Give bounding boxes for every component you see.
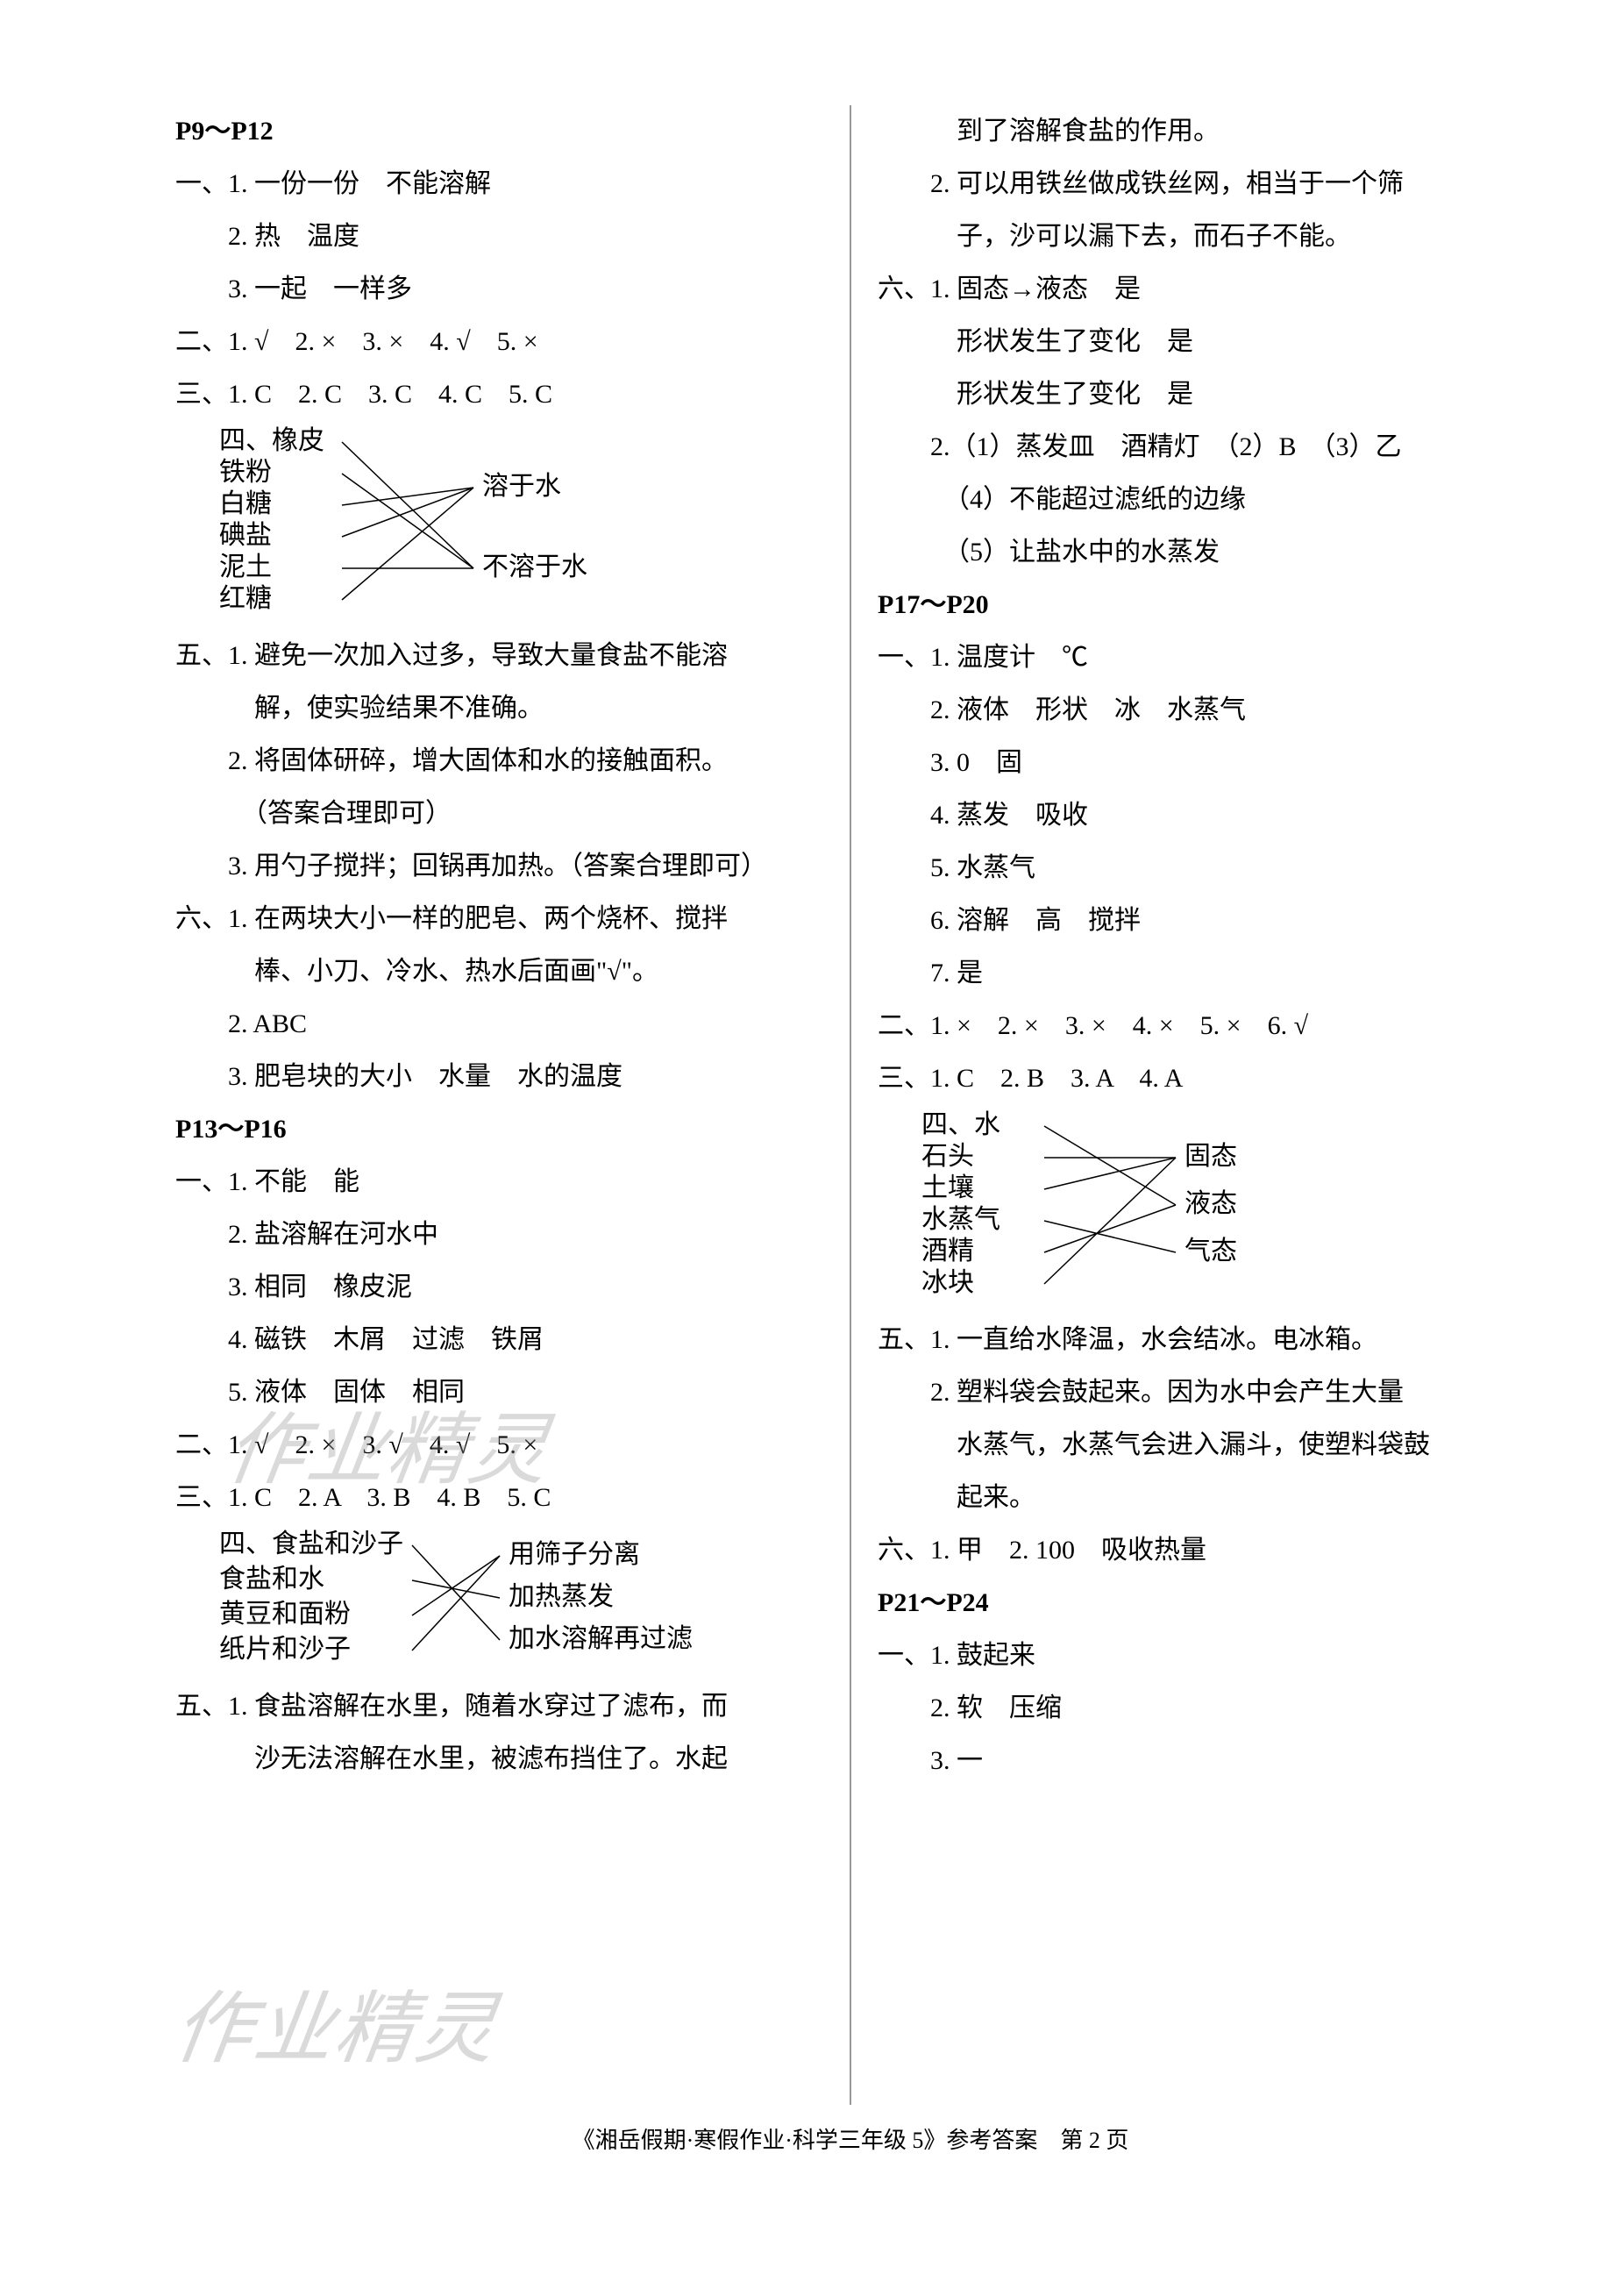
- answer-line: 2.（1）蒸发皿 酒精灯 （2）B （3）乙: [878, 421, 1526, 474]
- answer-line: 二、1. × 2. × 3. × 4. × 5. × 6. √: [878, 1000, 1526, 1052]
- answer-line: 6. 溶解 高 搅拌: [878, 895, 1526, 947]
- answer-line: 2. 盐溶解在河水中: [175, 1209, 823, 1261]
- section-heading: P21～P24: [878, 1577, 1526, 1629]
- svg-text:泥土: 泥土: [219, 553, 272, 581]
- svg-text:四、食盐和沙子: 四、食盐和沙子: [219, 1529, 403, 1558]
- svg-text:四、水: 四、水: [921, 1110, 1000, 1139]
- svg-text:加水溶解再过滤: 加水溶解再过滤: [509, 1624, 693, 1653]
- answer-line: 解，使实验结果不准确。: [175, 682, 823, 735]
- answer-line: （4）不能超过滤纸的边缘: [878, 474, 1526, 526]
- answer-line: 起来。: [878, 1472, 1526, 1524]
- svg-text:黄豆和面粉: 黄豆和面粉: [219, 1600, 351, 1629]
- svg-text:铁粉: 铁粉: [219, 458, 272, 487]
- answer-line: 六、1. 固态→液态 是: [878, 263, 1526, 316]
- right-column: 到了溶解食盐的作用。 2. 可以用铁丝做成铁丝网，相当于一个筛 子，沙可以漏下去…: [878, 105, 1526, 2105]
- answer-line: 三、1. C 2. C 3. C 4. C 5. C: [175, 368, 823, 421]
- matching-diagram-1: 四、橡皮铁粉白糖碘盐泥土红糖 溶于水不溶于水: [210, 424, 649, 626]
- left-column: P9～P12 一、1. 一份一份 不能溶解 2. 热 温度 3. 一起 一样多 …: [175, 105, 823, 2105]
- answer-line: 六、1. 甲 2. 100 吸收热量: [878, 1524, 1526, 1577]
- svg-text:用筛子分离: 用筛子分离: [509, 1540, 640, 1569]
- answer-line: 水蒸气，水蒸气会进入漏斗，使塑料袋鼓: [878, 1419, 1526, 1472]
- svg-text:溶于水: 溶于水: [482, 472, 561, 501]
- page-footer: 《湘岳假期·寒假作业·科学三年级 5》参考答案 第 2 页: [175, 2122, 1526, 2155]
- answer-line: 7. 是: [878, 947, 1526, 1000]
- answer-line: 一、1. 鼓起来: [878, 1629, 1526, 1682]
- answer-line: 棒、小刀、冷水、热水后面画"√"。: [175, 945, 823, 998]
- answer-line: 一、1. 一份一份 不能溶解: [175, 158, 823, 210]
- answer-line: 2. 热 温度: [175, 210, 823, 263]
- svg-text:气态: 气态: [1184, 1237, 1237, 1266]
- answer-line: 三、1. C 2. A 3. B 4. B 5. C: [175, 1472, 823, 1524]
- svg-text:不溶于水: 不溶于水: [482, 553, 587, 581]
- answer-line: 到了溶解食盐的作用。: [878, 105, 1526, 158]
- answer-line: 三、1. C 2. B 3. A 4. A: [878, 1052, 1526, 1105]
- svg-text:石头: 石头: [921, 1142, 974, 1171]
- answer-line: 3. 0 固: [878, 737, 1526, 789]
- answer-line: 5. 液体 固体 相同: [175, 1366, 823, 1419]
- svg-text:冰块: 冰块: [921, 1268, 974, 1297]
- page: P9～P12 一、1. 一份一份 不能溶解 2. 热 温度 3. 一起 一样多 …: [0, 0, 1622, 2296]
- answer-line: 五、1. 避免一次加入过多，导致大量食盐不能溶: [175, 630, 823, 682]
- svg-text:白糖: 白糖: [219, 489, 272, 518]
- answer-line: 5. 水蒸气: [878, 842, 1526, 895]
- section-heading: P17～P20: [878, 579, 1526, 631]
- two-column-layout: P9～P12 一、1. 一份一份 不能溶解 2. 热 温度 3. 一起 一样多 …: [175, 105, 1526, 2105]
- answer-line: 3. 一起 一样多: [175, 263, 823, 316]
- svg-text:土壤: 土壤: [921, 1173, 974, 1202]
- answer-line: 一、1. 温度计 ℃: [878, 631, 1526, 684]
- answer-line: 4. 蒸发 吸收: [878, 789, 1526, 842]
- svg-text:加热蒸发: 加热蒸发: [509, 1582, 614, 1611]
- svg-text:纸片和沙子: 纸片和沙子: [219, 1635, 351, 1664]
- svg-text:四、橡皮: 四、橡皮: [219, 426, 324, 455]
- answer-line: 二、1. √ 2. × 3. × 4. √ 5. ×: [175, 316, 823, 368]
- matching-diagram-3: 四、水石头土壤水蒸气酒精冰块 固态液态气态: [913, 1109, 1351, 1310]
- answer-line: 2. ABC: [175, 998, 823, 1051]
- answer-line: 3. 肥皂块的大小 水量 水的温度: [175, 1051, 823, 1103]
- answer-line: 2. 可以用铁丝做成铁丝网，相当于一个筛: [878, 158, 1526, 210]
- answer-line: 一、1. 不能 能: [175, 1156, 823, 1209]
- answer-line: 子，沙可以漏下去，而石子不能。: [878, 210, 1526, 263]
- svg-text:固态: 固态: [1184, 1142, 1237, 1171]
- answer-line: 2. 软 压缩: [878, 1682, 1526, 1735]
- answer-line: 3. 一: [878, 1735, 1526, 1787]
- answer-line: 五、1. 食盐溶解在水里，随着水穿过了滤布，而: [175, 1680, 823, 1733]
- answer-line: 3. 相同 橡皮泥: [175, 1261, 823, 1314]
- svg-text:碘盐: 碘盐: [219, 521, 272, 550]
- answer-line: 4. 磁铁 木屑 过滤 铁屑: [175, 1314, 823, 1366]
- answer-line: 2. 将固体研碎，增大固体和水的接触面积。: [175, 735, 823, 788]
- answer-line: 2. 塑料袋会鼓起来。因为水中会产生大量: [878, 1366, 1526, 1419]
- svg-text:食盐和水: 食盐和水: [219, 1565, 324, 1594]
- answer-line: （5）让盐水中的水蒸发: [878, 526, 1526, 579]
- section-heading: P13～P16: [175, 1103, 823, 1156]
- svg-text:水蒸气: 水蒸气: [921, 1205, 1000, 1234]
- answer-line: （答案合理即可）: [175, 788, 823, 840]
- answer-line: 形状发生了变化 是: [878, 316, 1526, 368]
- answer-line: 六、1. 在两块大小一样的肥皂、两个烧杯、搅拌: [175, 893, 823, 945]
- column-divider: [850, 105, 851, 2105]
- answer-line: 五、1. 一直给水降温，水会结冰。电冰箱。: [878, 1314, 1526, 1366]
- svg-text:液态: 液态: [1184, 1189, 1237, 1218]
- answer-line: 沙无法溶解在水里，被滤布挡住了。水起: [175, 1733, 823, 1786]
- answer-line: 形状发生了变化 是: [878, 368, 1526, 421]
- answer-line: 3. 用勺子搅拌；回锅再加热。（答案合理即可）: [175, 840, 823, 893]
- answer-line: 2. 液体 形状 冰 水蒸气: [878, 684, 1526, 737]
- svg-text:红糖: 红糖: [219, 584, 272, 613]
- section-heading: P9～P12: [175, 105, 823, 158]
- answer-line: 二、1. √ 2. × 3. √ 4. √ 5. ×: [175, 1419, 823, 1472]
- svg-text:酒精: 酒精: [921, 1237, 974, 1266]
- matching-diagram-2: 四、食盐和沙子食盐和水黄豆和面粉纸片和沙子 用筛子分离加热蒸发加水溶解再过滤: [210, 1528, 736, 1677]
